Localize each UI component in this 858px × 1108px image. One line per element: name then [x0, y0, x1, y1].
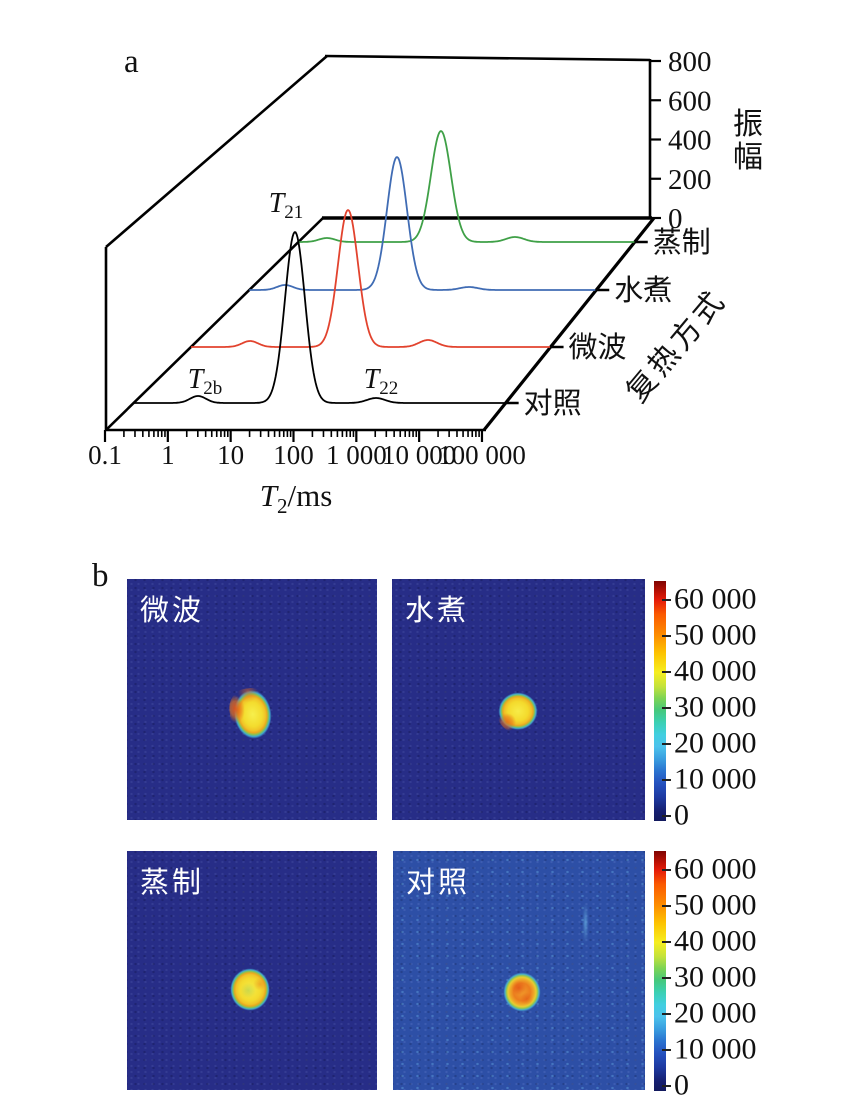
z-axis-tick-label: 0 [668, 203, 683, 235]
mri-image-label: 蒸制 [140, 867, 205, 899]
colorbar-tick [662, 1012, 671, 1016]
colorbar-tick-label: 20 000 [674, 996, 757, 1030]
x-axis-title: T2/ms [260, 478, 333, 518]
x-axis-tick-label: 1 [161, 440, 175, 470]
colorbar-tick [662, 976, 671, 980]
panel-a-label: a [124, 44, 139, 80]
axis-frame-line [105, 55, 328, 248]
peak-label: T21 [269, 188, 304, 223]
x-axis-tick-label: 100 [273, 440, 314, 470]
colorbar-tick [662, 904, 671, 908]
z-axis-title-char: 幅 [733, 141, 763, 174]
panel-b-label: b [92, 558, 109, 594]
t2-curve-水煮 [249, 156, 596, 291]
category-label-3: 水煮 [614, 274, 672, 307]
colorbar-tick-label: 30 000 [674, 690, 757, 724]
colorbar-tick-label: 60 000 [674, 582, 757, 616]
colorbar-tick [662, 868, 671, 872]
colorbar-tick-label: 30 000 [674, 960, 757, 994]
colorbar-tick [662, 814, 671, 818]
mri-image-1: 微波 [127, 579, 377, 820]
sample-signal-blob [229, 966, 271, 1012]
colorbar-tick-label: 10 000 [674, 1032, 757, 1066]
colorbar-tick-label: 20 000 [674, 726, 757, 760]
z-axis-tick-label: 200 [668, 164, 712, 196]
colorbar-tick [662, 742, 671, 746]
x-axis-tick-label: 10 [217, 440, 244, 470]
colorbar-tick [662, 634, 671, 638]
colorbar-tick [662, 598, 671, 602]
colorbar-tick-label: 0 [674, 1068, 689, 1102]
category-label-1: 对照 [524, 387, 582, 420]
mri-image-label: 水煮 [405, 595, 470, 627]
noise-artifact-streak [584, 903, 587, 943]
colorbar-1 [654, 581, 666, 821]
colorbar-tick [662, 670, 671, 674]
peak-label: T22 [364, 364, 399, 399]
colorbar-tick [662, 1084, 671, 1088]
sample-signal-blob [502, 971, 542, 1013]
axis-frame-line [105, 217, 324, 431]
colorbar-tick-label: 40 000 [674, 924, 757, 958]
colorbar-tick [662, 778, 671, 782]
x-axis-tick-label: 0.1 [88, 440, 122, 470]
mri-image-label: 对照 [406, 867, 471, 899]
z-axis-tick-label: 400 [668, 125, 712, 157]
x-axis-tick-label: 1 000 [326, 440, 387, 470]
sample-signal-blob [497, 691, 539, 733]
t2-curve-微波 [191, 209, 550, 348]
colorbar-tick-label: 60 000 [674, 852, 757, 886]
t2-curve-对照 [133, 231, 506, 404]
mri-image-4: 对照 [393, 851, 645, 1090]
z-axis-tick-label: 600 [668, 85, 712, 117]
sample-signal-blob [226, 685, 276, 743]
mri-image-3: 蒸制 [127, 851, 377, 1090]
z-axis-title-char: 振 [733, 108, 763, 141]
t2-curve-蒸制 [298, 130, 635, 243]
category-label-2: 微波 [569, 331, 627, 364]
x-axis-tick-label: 10 000 [382, 440, 456, 470]
axis-frame-line [482, 216, 656, 432]
colorbar-tick [662, 706, 671, 710]
axis-frame-line [324, 54, 651, 62]
colorbar-tick [662, 1048, 671, 1052]
colorbar-tick-label: 10 000 [674, 762, 757, 796]
x-axis-tick-label: 100 000 [438, 440, 526, 470]
category-label-4: 蒸制 [653, 226, 711, 259]
peak-label: T2b [188, 364, 223, 399]
colorbar-tick [662, 940, 671, 944]
mri-image-2: 水煮 [392, 579, 645, 820]
mri-image-label: 微波 [140, 595, 205, 627]
colorbar-tick-label: 40 000 [674, 654, 757, 688]
colorbar-tick-label: 50 000 [674, 888, 757, 922]
colorbar-2 [654, 851, 666, 1091]
colorbar-tick-label: 50 000 [674, 618, 757, 652]
colorbar-tick-label: 0 [674, 798, 689, 832]
z-axis-tick-label: 800 [668, 46, 712, 78]
